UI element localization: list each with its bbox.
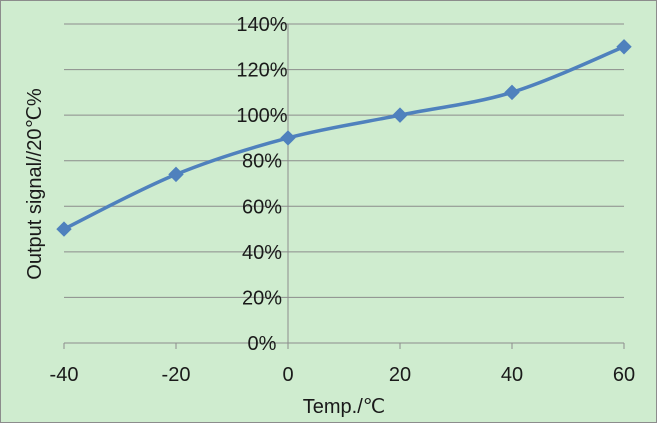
axes <box>63 24 625 349</box>
y-tick-label: 120% <box>236 60 287 82</box>
x-axis-title: Temp./℃ <box>303 396 385 418</box>
series-line <box>62 45 626 231</box>
x-tick-label: 40 <box>501 364 523 386</box>
series-layer <box>56 39 632 237</box>
x-tick-label: 60 <box>613 364 635 386</box>
data-point-marker <box>56 221 72 237</box>
y-tick-labels: 0% 20% 40% 60% 80% 100% 120% 140% <box>236 14 287 355</box>
data-point-marker <box>392 107 408 123</box>
y-tick-label: 60% <box>242 196 282 218</box>
data-point-marker <box>280 130 296 146</box>
x-tick-label: -40 <box>50 364 79 386</box>
y-tick-label: 100% <box>236 105 287 127</box>
y-tick-label: 40% <box>242 242 282 264</box>
x-tick-labels: -40 -20 0 20 40 60 <box>50 364 636 386</box>
data-point-marker <box>616 39 632 55</box>
y-axis-title: Output signal//20℃% <box>24 88 46 280</box>
data-point-marker <box>168 166 184 183</box>
y-tick-label: 140% <box>236 14 287 36</box>
y-tick-label: 20% <box>242 287 282 309</box>
x-tick-label: 0 <box>282 364 293 386</box>
data-point-marker <box>504 84 520 101</box>
y-tick-label: 0% <box>248 333 277 355</box>
gridlines <box>64 23 624 344</box>
x-tick-label: -20 <box>162 364 191 386</box>
y-tick-label: 80% <box>242 151 282 173</box>
x-tick-label: 20 <box>389 364 411 386</box>
